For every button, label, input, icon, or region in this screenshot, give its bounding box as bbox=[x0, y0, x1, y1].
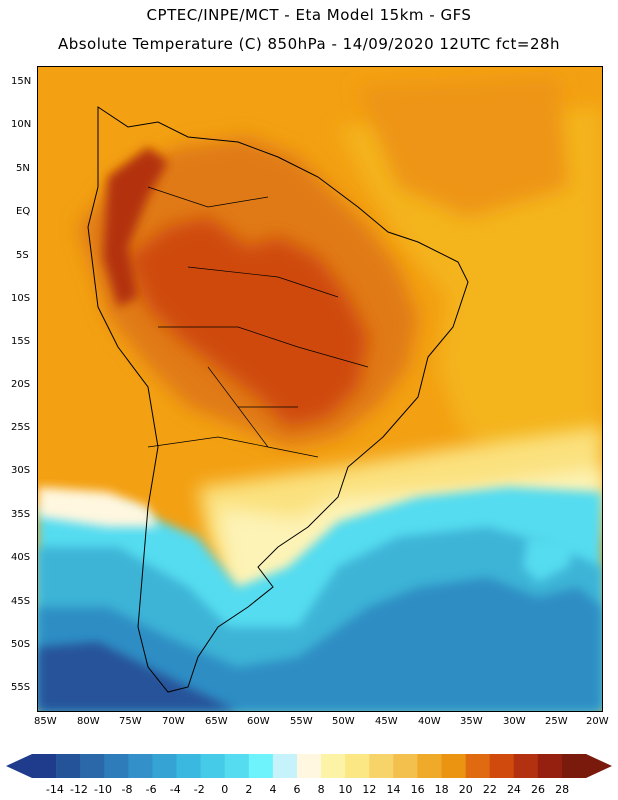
colorbar-tick-label: 14 bbox=[386, 783, 401, 796]
coastline-south-america bbox=[87, 106, 469, 693]
lat-label-45s: 45S bbox=[11, 596, 31, 607]
map-title-line-1: CPTEC/INPE/MCT - Eta Model 15km - GFS bbox=[146, 6, 472, 24]
colorbar-tick-label: 26 bbox=[531, 783, 546, 796]
lon-label-85w: 85W bbox=[34, 716, 57, 727]
lon-label-20w: 20W bbox=[586, 716, 609, 727]
colorbar-swatch bbox=[321, 754, 346, 778]
colorbar-swatch bbox=[152, 754, 177, 778]
colorbar-tick-label: 16 bbox=[410, 783, 425, 796]
colorbar-tick-label: 6 bbox=[293, 783, 301, 796]
colorbar-tick-label: 22 bbox=[482, 783, 497, 796]
colorbar-tick-label: -10 bbox=[94, 783, 113, 796]
country-borders bbox=[147, 186, 369, 458]
colorbar-swatch bbox=[104, 754, 129, 778]
field-dark-blue bbox=[38, 642, 238, 711]
lon-label-60w: 60W bbox=[247, 716, 270, 727]
lon-label-35w: 35W bbox=[460, 716, 483, 727]
colorbar-tick-label: -2 bbox=[193, 783, 205, 796]
colorbar-swatch bbox=[32, 754, 57, 778]
lat-label-35s: 35S bbox=[11, 509, 31, 520]
lon-label-80w: 80W bbox=[77, 716, 100, 727]
lat-label-5n: 5N bbox=[16, 163, 30, 174]
colorbar-tick-label: 4 bbox=[269, 783, 277, 796]
lon-label-30w: 30W bbox=[503, 716, 526, 727]
field-cream-pacific bbox=[38, 487, 158, 527]
lat-label-15n: 15N bbox=[11, 76, 32, 87]
lon-label-40w: 40W bbox=[418, 716, 441, 727]
temperature-map bbox=[37, 66, 603, 712]
colorbar-swatch bbox=[128, 754, 153, 778]
colorbar-swatch bbox=[272, 754, 298, 778]
field-red-orange-core bbox=[128, 217, 368, 427]
colorbar-swatch bbox=[465, 754, 490, 778]
colorbar-swatch bbox=[56, 754, 81, 778]
lon-label-25w: 25W bbox=[545, 716, 568, 727]
lon-label-65w: 65W bbox=[205, 716, 228, 727]
colorbar-swatch bbox=[441, 754, 466, 778]
lat-label-10n: 10N bbox=[11, 119, 32, 130]
colorbar-swatch bbox=[513, 754, 539, 778]
lat-label-25s: 25S bbox=[11, 422, 31, 433]
colorbar-left-arrow bbox=[6, 754, 32, 778]
colorbar-swatch bbox=[417, 754, 442, 778]
colorbar-right-arrow bbox=[586, 754, 612, 778]
lon-label-45w: 45W bbox=[375, 716, 398, 727]
temperature-colorbar bbox=[6, 754, 612, 778]
colorbar-tick-label: -6 bbox=[145, 783, 157, 796]
lat-label-5s: 5S bbox=[16, 250, 29, 261]
colorbar-swatch bbox=[369, 754, 394, 778]
colorbar-swatch bbox=[537, 754, 563, 778]
lat-label-15s: 15S bbox=[11, 336, 31, 347]
colorbar-tick-label: 2 bbox=[245, 783, 253, 796]
map-title-line-2: Absolute Temperature (C) 850hPa - 14/09/… bbox=[57, 35, 561, 53]
lat-label-55s: 55S bbox=[11, 682, 31, 693]
lat-label-eq: EQ bbox=[16, 206, 31, 217]
colorbar-tick-label: 24 bbox=[506, 783, 521, 796]
lon-label-75w: 75W bbox=[119, 716, 142, 727]
colorbar-swatch bbox=[296, 754, 322, 778]
colorbar-tick-label: -12 bbox=[69, 783, 88, 796]
colorbar-tick-label: 18 bbox=[434, 783, 449, 796]
colorbar-swatch bbox=[489, 754, 515, 778]
colorbar-swatch bbox=[248, 754, 274, 778]
colorbar-tick-label: -4 bbox=[169, 783, 181, 796]
colorbar-tick-label: 8 bbox=[317, 783, 325, 796]
colorbar-swatch bbox=[393, 754, 418, 778]
lat-label-50s: 50S bbox=[11, 639, 31, 650]
lat-label-40s: 40S bbox=[11, 552, 31, 563]
colorbar-tick-label: 12 bbox=[362, 783, 377, 796]
colorbar-tick-label: 10 bbox=[338, 783, 353, 796]
field-cyan-swirl bbox=[523, 537, 578, 582]
field-amber-north bbox=[358, 77, 568, 217]
colorbar-tick-label: -8 bbox=[121, 783, 133, 796]
lon-label-50w: 50W bbox=[332, 716, 355, 727]
colorbar-tick-label: 28 bbox=[555, 783, 570, 796]
lon-label-70w: 70W bbox=[162, 716, 185, 727]
colorbar-tick-label: 20 bbox=[458, 783, 473, 796]
colorbar-swatch bbox=[224, 754, 250, 778]
lat-label-20s: 20S bbox=[11, 379, 31, 390]
colorbar-swatch bbox=[345, 754, 370, 778]
colorbar-swatch bbox=[176, 754, 201, 778]
lat-label-30s: 30S bbox=[11, 465, 31, 476]
colorbar-swatch bbox=[80, 754, 105, 778]
lat-label-10s: 10S bbox=[11, 293, 31, 304]
colorbar-swatch bbox=[561, 754, 587, 778]
colorbar-swatch bbox=[200, 754, 225, 778]
colorbar-tick-label: -14 bbox=[45, 783, 64, 796]
field-mid-blue bbox=[38, 577, 602, 711]
field-dark-red-andes bbox=[103, 147, 168, 307]
field-gold-atlantic bbox=[338, 107, 602, 467]
colorbar-tick-label: 0 bbox=[221, 783, 229, 796]
lon-label-55w: 55W bbox=[290, 716, 313, 727]
